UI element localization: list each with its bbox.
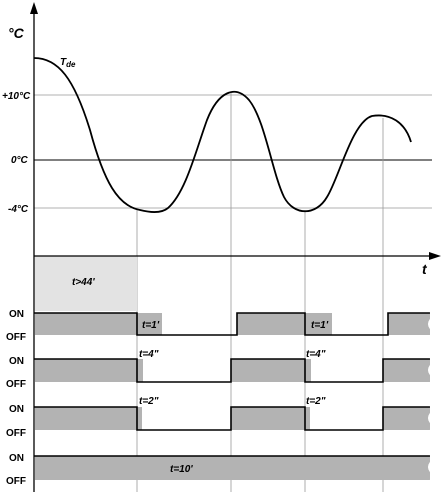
row1-gray-d xyxy=(305,313,332,335)
row1-break-mark-icon xyxy=(428,311,434,337)
row2-gray-e xyxy=(383,359,430,382)
y-tick-plus10: +10°C xyxy=(2,91,31,102)
row1-gray-a xyxy=(35,313,137,335)
row3-signal xyxy=(34,406,430,431)
x-axis-arrow-icon xyxy=(429,252,441,260)
row3-pulse-label-2: t=2" xyxy=(306,396,326,407)
row1-gray-e xyxy=(388,313,430,335)
initial-delay-label: t>44' xyxy=(72,277,95,288)
row3-off-label: OFF xyxy=(6,428,26,439)
initial-delay-box xyxy=(35,256,137,311)
y-unit-label: °C xyxy=(8,25,25,41)
row3-break-mark-icon xyxy=(428,405,434,432)
row1-pulse-label-2: t=1' xyxy=(311,320,329,331)
row2-signal xyxy=(34,358,430,383)
row3-gray-b xyxy=(137,407,142,430)
row2-break-mark-icon xyxy=(428,357,434,384)
y-tick-zero: 0°C xyxy=(11,155,29,166)
row3-on-label: ON xyxy=(9,404,24,415)
temperature-curve xyxy=(33,57,412,213)
row3-gray-a xyxy=(35,407,137,430)
x-unit-label: t xyxy=(422,261,428,277)
row2-off-label: OFF xyxy=(6,379,26,390)
row2-pulse-label-1: t=4" xyxy=(139,349,159,360)
row1-on-label: ON xyxy=(9,309,24,320)
row3-pulse-label-1: t=2" xyxy=(139,396,159,407)
row4-on-label: ON xyxy=(9,453,24,464)
curve-label: Tde xyxy=(60,57,76,69)
row1-signal xyxy=(34,312,430,336)
row3-gray-e xyxy=(383,407,430,430)
row4-off-label: OFF xyxy=(6,476,26,487)
y-tick-minus4: -4°C xyxy=(8,204,29,215)
row1-pulse-label-1: t=1' xyxy=(142,320,160,331)
row1-off-label: OFF xyxy=(6,332,26,343)
row2-gray-a xyxy=(35,359,137,382)
row2-on-label: ON xyxy=(9,356,24,367)
row2-pulse-label-2: t=4" xyxy=(306,349,326,360)
row4-pulse-label: t=10' xyxy=(170,464,193,475)
row3-gray-c xyxy=(231,407,305,430)
row2-gray-c xyxy=(231,359,305,382)
row1-gray-c xyxy=(237,313,305,335)
y-axis-arrow-icon xyxy=(30,2,38,14)
row1-gray-b xyxy=(137,313,162,335)
row4-gray xyxy=(35,456,430,480)
row2-gray-d xyxy=(305,359,311,382)
row4-break-mark-icon xyxy=(428,454,434,482)
row3-gray-d xyxy=(305,407,310,430)
row2-gray-b xyxy=(137,359,143,382)
